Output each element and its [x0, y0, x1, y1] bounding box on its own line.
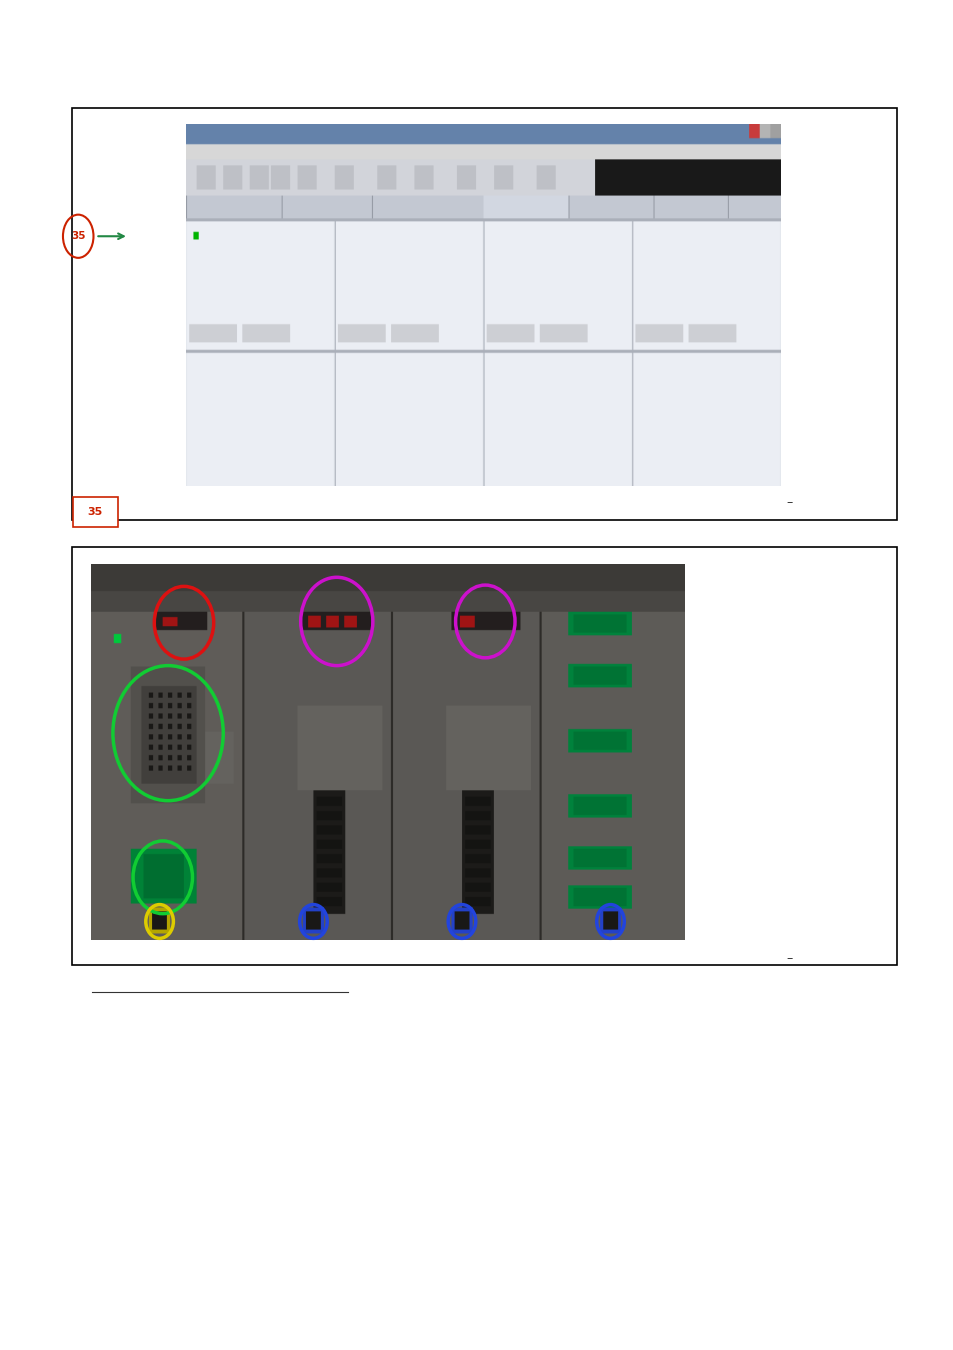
Bar: [71, 108, 896, 520]
Bar: [72, 497, 118, 526]
Text: 35: 35: [71, 231, 86, 242]
Text: –: –: [786, 952, 792, 965]
Text: –: –: [786, 495, 792, 509]
Bar: [71, 547, 896, 965]
Text: 35: 35: [88, 506, 103, 517]
